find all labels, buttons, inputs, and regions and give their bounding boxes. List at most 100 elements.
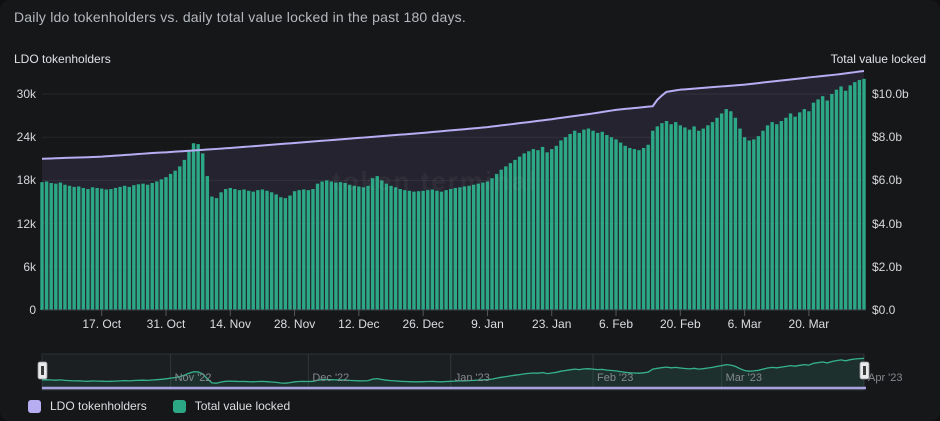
tvl-bar[interactable] — [274, 194, 278, 310]
tvl-bar[interactable] — [49, 182, 53, 310]
tvl-bar[interactable] — [848, 85, 852, 310]
tvl-bar[interactable] — [279, 197, 283, 310]
tvl-bar[interactable] — [40, 182, 44, 310]
tvl-bar[interactable] — [90, 187, 95, 310]
tvl-bar[interactable] — [719, 113, 724, 310]
tvl-bar[interactable] — [416, 191, 421, 310]
tvl-bar[interactable] — [765, 125, 770, 310]
tvl-bar[interactable] — [798, 112, 802, 310]
tvl-bar[interactable] — [329, 181, 334, 310]
tvl-bar[interactable] — [95, 187, 99, 310]
tvl-bar[interactable] — [113, 187, 118, 310]
tvl-bar[interactable] — [132, 185, 136, 310]
tvl-bar[interactable] — [334, 182, 338, 310]
tvl-bar[interactable] — [393, 187, 398, 310]
tvl-bar[interactable] — [127, 186, 131, 310]
tvl-bar[interactable] — [696, 130, 701, 310]
tvl-bar[interactable] — [467, 185, 471, 310]
tvl-bar[interactable] — [559, 140, 563, 310]
tvl-bar[interactable] — [412, 191, 416, 310]
tvl-bar[interactable] — [223, 189, 228, 310]
tvl-bar[interactable] — [201, 153, 205, 310]
tvl-bar[interactable] — [788, 113, 793, 310]
tvl-bar[interactable] — [862, 78, 866, 310]
tvl-bar[interactable] — [58, 182, 63, 310]
tvl-bar[interactable] — [513, 159, 517, 310]
tvl-bar[interactable] — [481, 182, 485, 310]
tvl-bar[interactable] — [407, 190, 412, 310]
tvl-bar[interactable] — [384, 183, 389, 310]
tvl-bar[interactable] — [687, 129, 692, 310]
tvl-bar[interactable] — [839, 86, 843, 310]
tvl-bar[interactable] — [646, 144, 650, 310]
tvl-bar[interactable] — [752, 139, 756, 310]
tvl-bar[interactable] — [370, 178, 375, 310]
tvl-bar[interactable] — [86, 189, 90, 310]
tvl-bar[interactable] — [857, 79, 862, 311]
tvl-bar[interactable] — [499, 169, 503, 310]
tvl-bar[interactable] — [343, 182, 347, 310]
tvl-bar[interactable] — [655, 126, 660, 311]
tvl-bar[interactable] — [545, 152, 549, 310]
tvl-bar[interactable] — [54, 183, 58, 310]
tvl-bar[interactable] — [738, 128, 742, 310]
tvl-bar[interactable] — [269, 192, 274, 310]
tvl-bar[interactable] — [623, 145, 627, 310]
tvl-bar[interactable] — [311, 189, 315, 310]
tvl-bar[interactable] — [715, 117, 719, 310]
tvl-bar[interactable] — [136, 184, 141, 310]
tvl-bar[interactable] — [233, 189, 237, 310]
tvl-bar[interactable] — [563, 137, 568, 310]
tvl-bar[interactable] — [586, 128, 591, 310]
tvl-bar[interactable] — [81, 187, 86, 310]
tvl-bar[interactable] — [430, 189, 435, 310]
tvl-bar[interactable] — [141, 183, 145, 310]
tvl-bar[interactable] — [710, 122, 715, 310]
tvl-bar[interactable] — [320, 181, 324, 310]
tvl-bar[interactable] — [187, 150, 191, 310]
tvl-bar[interactable] — [246, 190, 251, 310]
tvl-bar[interactable] — [302, 189, 306, 310]
tvl-bar[interactable] — [807, 111, 811, 310]
tvl-bar[interactable] — [756, 136, 761, 310]
tvl-bar[interactable] — [830, 94, 834, 310]
tvl-bar[interactable] — [568, 133, 572, 310]
tvl-bar[interactable] — [641, 148, 646, 310]
tvl-bar[interactable] — [600, 131, 604, 310]
tvl-bar[interactable] — [357, 186, 361, 310]
tvl-bar[interactable] — [347, 184, 352, 310]
tvl-bar[interactable] — [122, 185, 127, 310]
tvl-bar[interactable] — [843, 90, 848, 310]
tvl-bar[interactable] — [660, 123, 664, 310]
tvl-bar[interactable] — [582, 129, 586, 310]
tvl-bar[interactable] — [540, 146, 545, 310]
tvl-bar[interactable] — [283, 198, 288, 310]
tvl-bar[interactable] — [504, 166, 508, 310]
tvl-bar[interactable] — [265, 190, 269, 310]
tvl-bar[interactable] — [706, 125, 710, 310]
tvl-bar[interactable] — [398, 189, 402, 310]
tvl-bar[interactable] — [591, 130, 595, 310]
tvl-bar[interactable] — [292, 191, 297, 310]
tvl-bar[interactable] — [306, 190, 311, 310]
tvl-bar[interactable] — [605, 135, 609, 310]
tvl-bar[interactable] — [531, 149, 536, 310]
tvl-bar[interactable] — [256, 190, 260, 310]
tvl-bar[interactable] — [683, 127, 687, 310]
tvl-bar[interactable] — [770, 122, 774, 310]
tvl-bar[interactable] — [109, 189, 113, 310]
tvl-bar[interactable] — [155, 181, 159, 310]
tvl-bar[interactable] — [825, 100, 829, 310]
tvl-bar[interactable] — [471, 184, 476, 310]
tvl-bar[interactable] — [651, 130, 655, 310]
tvl-bar[interactable] — [494, 173, 499, 310]
tvl-bar[interactable] — [173, 170, 177, 310]
tvl-bar[interactable] — [458, 187, 462, 310]
tvl-bar[interactable] — [733, 117, 738, 310]
tvl-bar[interactable] — [164, 177, 168, 310]
tvl-bar[interactable] — [701, 128, 705, 310]
tvl-bar[interactable] — [421, 190, 425, 310]
tvl-bar[interactable] — [572, 130, 577, 310]
tvl-bar[interactable] — [628, 148, 632, 310]
tvl-bar[interactable] — [67, 185, 72, 310]
